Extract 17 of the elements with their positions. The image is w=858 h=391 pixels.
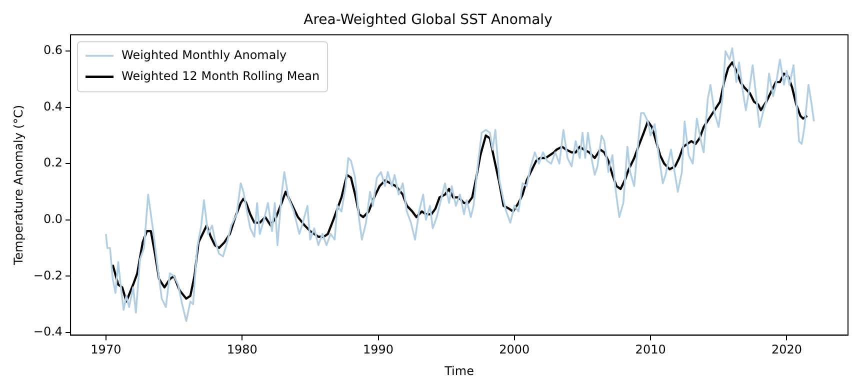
x-axis-title: Time — [444, 364, 474, 378]
x-tick-label: 2000 — [499, 342, 530, 357]
x-tick-label: 1980 — [226, 342, 258, 357]
x-tick-label: 1970 — [90, 342, 122, 357]
y-axis-title: Temperature Anomaly (°C) — [11, 104, 26, 266]
x-tick-label: 2020 — [771, 342, 802, 357]
legend-label: Weighted 12 Month Rolling Mean — [122, 68, 320, 83]
x-tick-label: 2010 — [635, 342, 666, 357]
y-tick-label: 0.4 — [43, 99, 63, 114]
x-tick-label: 1990 — [362, 342, 394, 357]
y-tick-label: 0.6 — [43, 43, 63, 58]
chart-title: Area-Weighted Global SST Anomaly — [304, 12, 552, 28]
legend-label: Weighted Monthly Anomaly — [122, 48, 287, 62]
y-tick-label: 0.0 — [43, 212, 63, 226]
y-tick-label: 0.2 — [43, 156, 63, 170]
y-tick-label: −0.4 — [33, 324, 63, 339]
y-tick-label: −0.2 — [33, 268, 63, 282]
